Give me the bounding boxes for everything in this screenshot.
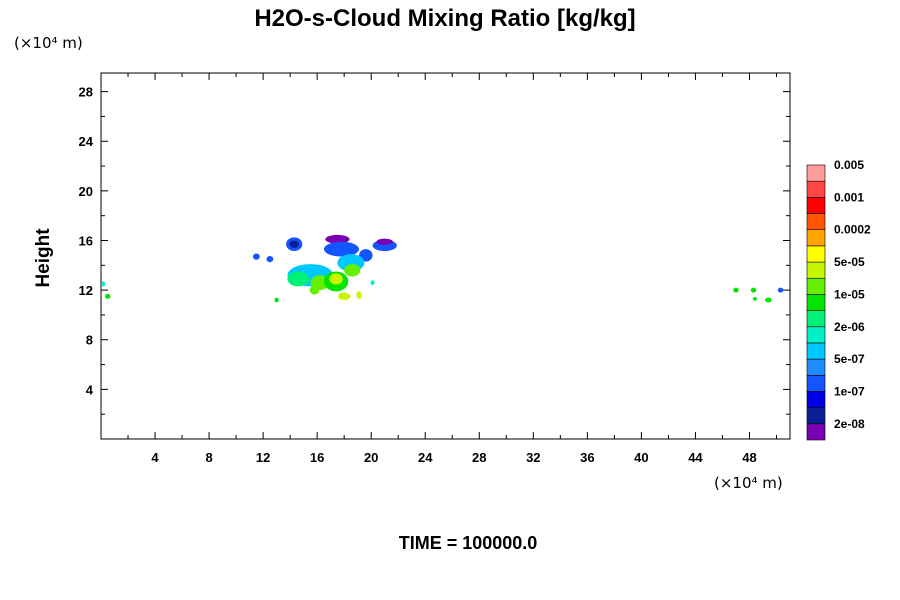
- cloud-blob: [252, 253, 260, 260]
- x-tick-label: 44: [688, 450, 703, 465]
- colorbar-cell: [806, 197, 826, 214]
- cloud-blob: [376, 238, 393, 245]
- x-tick-label: 24: [418, 450, 433, 465]
- x-tick-label: 4: [151, 450, 159, 465]
- colorbar-cell: [806, 164, 826, 182]
- y-tick-label: 12: [79, 283, 93, 298]
- cloud-blob: [752, 296, 757, 301]
- colorbar-label: 0.0002: [834, 223, 871, 237]
- colorbar-cell: [806, 229, 826, 247]
- cloud-blob: [765, 297, 772, 303]
- y-ticks: 4 8 12 16 20 24 28: [79, 85, 790, 415]
- y-axis-label: Height: [33, 228, 54, 288]
- cloud-field: [101, 234, 784, 303]
- y-tick-label: 24: [79, 134, 94, 149]
- cloud-blob: [329, 273, 343, 285]
- cloud-blob: [309, 285, 320, 295]
- colorbar: 2e-08 1e-07 5e-07 2e-06 1e-05 5e-05 0.0002 0.00…: [806, 158, 871, 441]
- colorbar-label: 5e-07: [834, 352, 865, 366]
- colorbar-cell: [806, 326, 826, 344]
- colorbar-cell: [806, 374, 826, 392]
- colorbar-cell: [806, 391, 826, 408]
- colorbar-cell: [806, 245, 826, 263]
- plot-frame: [100, 72, 791, 440]
- cloud-blob: [105, 293, 111, 299]
- x-ticks: 4 8 12 16 20 24 28 32 36 40 44 48: [127, 73, 777, 465]
- cloud-blob: [325, 234, 350, 244]
- x-tick-label: 32: [526, 450, 540, 465]
- cloud-blob: [344, 264, 361, 277]
- colorbar-label: 2e-08: [834, 417, 865, 431]
- colorbar-cell: [806, 342, 826, 360]
- x-tick-label: 40: [634, 450, 648, 465]
- colorbar-cell: [806, 180, 826, 198]
- cloud-blob: [266, 255, 274, 263]
- x-tick-label: 36: [580, 450, 594, 465]
- colorbar-label: 0.001: [834, 190, 864, 204]
- colorbar-label: 1e-05: [834, 287, 865, 301]
- colorbar-cell: [806, 310, 826, 328]
- cloud-blob: [338, 292, 351, 301]
- cloud-blob: [370, 280, 375, 286]
- x-tick-label: 20: [364, 450, 378, 465]
- cloud-blob: [289, 240, 299, 248]
- x-tick-label: 48: [742, 450, 756, 465]
- time-label: TIME = 100000.0: [399, 533, 538, 553]
- cloud-blob: [323, 241, 360, 257]
- colorbar-cell: [806, 213, 826, 231]
- cloud-blob: [733, 287, 739, 293]
- colorbar-cell: [806, 261, 826, 279]
- chart-title: H2O-s-Cloud Mixing Ratio [kg/kg]: [254, 5, 635, 32]
- cloud-blob: [274, 297, 279, 303]
- x-tick-label: 16: [310, 450, 324, 465]
- colorbar-cell: [806, 423, 826, 441]
- x-tick-label: 12: [256, 450, 270, 465]
- colorbar-cell: [806, 294, 826, 311]
- y-tick-label: 4: [86, 382, 94, 397]
- x-tick-label: 28: [472, 450, 486, 465]
- y-tick-label: 20: [79, 184, 93, 199]
- cloud-blob: [101, 281, 106, 287]
- y-tick-label: 28: [79, 85, 93, 100]
- colorbar-label: 0.005: [834, 158, 864, 172]
- cloud-blob: [750, 287, 757, 293]
- cloud-blob: [287, 271, 310, 287]
- x-unit-label: (×10⁴ m): [714, 474, 783, 492]
- colorbar-cell: [806, 358, 826, 376]
- colorbar-label: 2e-06: [834, 320, 865, 334]
- cloud-blob: [356, 291, 362, 299]
- x-tick-label: 8: [205, 450, 212, 465]
- colorbar-cell: [806, 277, 826, 295]
- cloud-blob: [777, 287, 784, 293]
- colorbar-label: 1e-07: [834, 384, 865, 398]
- colorbar-label: 5e-05: [834, 255, 865, 269]
- y-tick-label: 16: [79, 233, 93, 248]
- colorbar-cell: [806, 407, 826, 425]
- y-tick-label: 8: [86, 333, 93, 348]
- y-unit-label: (×10⁴ m): [14, 34, 83, 52]
